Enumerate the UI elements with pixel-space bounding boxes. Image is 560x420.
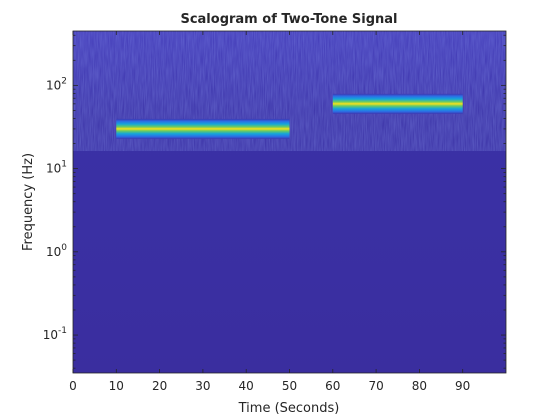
x-tick-label: 40 <box>239 379 254 393</box>
x-tick-label: 10 <box>109 379 124 393</box>
y-axis: 10-1 100 101 102 <box>43 34 506 369</box>
y-tick-label: 100 <box>46 243 67 259</box>
x-axis-label: Time (Seconds) <box>238 401 340 416</box>
x-tick-label: 30 <box>195 379 210 393</box>
x-tick-label: 50 <box>282 379 297 393</box>
y-axis-label: Frequency (Hz) <box>21 153 36 251</box>
x-tick-label: 0 <box>69 379 77 393</box>
x-tick-label: 20 <box>152 379 167 393</box>
y-tick-label: 10-1 <box>43 326 67 342</box>
y-tick-label: 101 <box>46 160 67 176</box>
chart-title: Scalogram of Two-Tone Signal <box>180 12 397 27</box>
plot-area <box>73 31 506 373</box>
x-tick-label: 90 <box>455 379 470 393</box>
x-tick-label: 60 <box>325 379 340 393</box>
tone-band-1 <box>116 118 290 139</box>
x-tick-label: 70 <box>368 379 383 393</box>
x-tick-label: 80 <box>412 379 427 393</box>
x-axis: 0 10 20 30 40 50 60 70 80 90 <box>69 31 470 393</box>
y-tick-label: 102 <box>46 76 67 92</box>
tone-band-2 <box>332 93 463 114</box>
